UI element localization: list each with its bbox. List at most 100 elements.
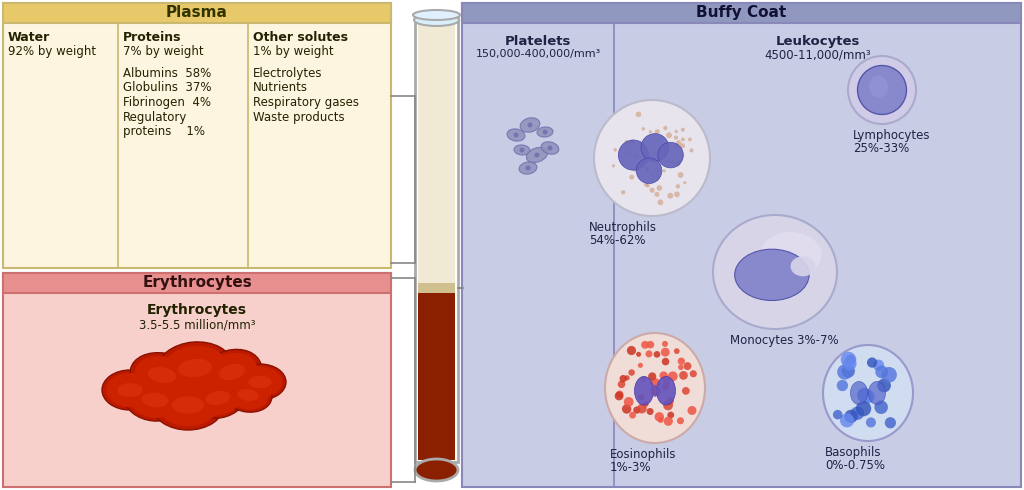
Circle shape xyxy=(674,348,680,354)
Circle shape xyxy=(643,401,648,407)
Circle shape xyxy=(845,410,858,423)
Circle shape xyxy=(625,151,629,154)
Ellipse shape xyxy=(195,381,242,415)
Circle shape xyxy=(649,130,652,133)
Circle shape xyxy=(651,386,662,396)
Circle shape xyxy=(678,172,684,178)
Circle shape xyxy=(641,376,646,382)
Circle shape xyxy=(657,417,664,423)
Circle shape xyxy=(548,146,553,150)
Ellipse shape xyxy=(141,392,169,407)
Bar xyxy=(462,3,1021,487)
Ellipse shape xyxy=(238,389,259,401)
Circle shape xyxy=(681,127,685,132)
Ellipse shape xyxy=(635,376,653,405)
Circle shape xyxy=(653,351,660,358)
Text: Erythrocytes: Erythrocytes xyxy=(142,275,252,291)
Circle shape xyxy=(678,365,684,370)
Circle shape xyxy=(679,371,688,380)
Circle shape xyxy=(513,132,518,138)
Circle shape xyxy=(656,174,659,178)
Circle shape xyxy=(687,406,696,415)
Text: Monocytes 3%-7%: Monocytes 3%-7% xyxy=(730,334,839,347)
Text: 54%-62%: 54%-62% xyxy=(589,234,645,247)
Circle shape xyxy=(681,138,685,142)
Circle shape xyxy=(617,381,626,388)
Text: Waste products: Waste products xyxy=(253,111,345,123)
Circle shape xyxy=(649,172,653,175)
Circle shape xyxy=(646,184,650,188)
Circle shape xyxy=(615,391,624,398)
Ellipse shape xyxy=(594,100,710,216)
Ellipse shape xyxy=(791,256,815,276)
Ellipse shape xyxy=(106,373,154,407)
Text: 0%-0.75%: 0%-0.75% xyxy=(825,459,885,472)
Ellipse shape xyxy=(414,14,459,26)
Circle shape xyxy=(676,140,681,145)
Circle shape xyxy=(878,379,891,392)
Ellipse shape xyxy=(172,396,204,414)
Circle shape xyxy=(671,160,675,163)
Circle shape xyxy=(668,412,674,418)
Circle shape xyxy=(645,167,649,171)
Ellipse shape xyxy=(147,367,176,383)
Ellipse shape xyxy=(760,232,821,278)
Ellipse shape xyxy=(234,364,286,400)
Circle shape xyxy=(677,417,684,424)
Circle shape xyxy=(648,372,656,381)
Circle shape xyxy=(650,378,660,388)
Ellipse shape xyxy=(248,376,271,388)
Text: Basophils: Basophils xyxy=(825,446,882,459)
Ellipse shape xyxy=(526,147,548,163)
Circle shape xyxy=(882,367,897,383)
Circle shape xyxy=(857,388,872,403)
Circle shape xyxy=(648,156,653,162)
Circle shape xyxy=(676,184,680,189)
Circle shape xyxy=(838,365,853,380)
Ellipse shape xyxy=(851,382,867,405)
Circle shape xyxy=(646,408,653,415)
Circle shape xyxy=(645,350,652,357)
Text: Regulatory: Regulatory xyxy=(123,111,187,123)
Text: Buffy Coat: Buffy Coat xyxy=(696,5,786,21)
Circle shape xyxy=(636,112,641,117)
Circle shape xyxy=(641,134,669,162)
Ellipse shape xyxy=(413,10,460,20)
Ellipse shape xyxy=(415,459,458,481)
Circle shape xyxy=(629,174,634,180)
Circle shape xyxy=(664,416,673,426)
Circle shape xyxy=(649,188,654,193)
Circle shape xyxy=(631,139,634,143)
Ellipse shape xyxy=(157,342,232,394)
Text: Respiratory gases: Respiratory gases xyxy=(253,96,359,109)
Circle shape xyxy=(683,181,686,184)
Circle shape xyxy=(668,371,678,381)
Text: Fibrinogen  4%: Fibrinogen 4% xyxy=(123,96,211,109)
Text: 4500-11,000/mm³: 4500-11,000/mm³ xyxy=(764,49,870,62)
Circle shape xyxy=(629,369,635,376)
Circle shape xyxy=(861,390,874,404)
Circle shape xyxy=(856,401,871,416)
Circle shape xyxy=(675,130,678,133)
Circle shape xyxy=(678,358,685,365)
Ellipse shape xyxy=(102,370,158,410)
Text: Globulins  37%: Globulins 37% xyxy=(123,81,212,95)
Circle shape xyxy=(674,143,679,148)
Text: Other solutes: Other solutes xyxy=(253,31,348,44)
Ellipse shape xyxy=(238,367,282,397)
Bar xyxy=(3,3,391,268)
Ellipse shape xyxy=(520,118,540,132)
Circle shape xyxy=(656,159,660,162)
Text: 1% by weight: 1% by weight xyxy=(253,45,334,58)
Circle shape xyxy=(654,412,664,421)
Circle shape xyxy=(675,161,680,167)
Circle shape xyxy=(662,147,667,153)
Ellipse shape xyxy=(163,346,227,390)
Ellipse shape xyxy=(519,162,537,174)
Circle shape xyxy=(656,185,663,191)
Circle shape xyxy=(664,400,673,410)
Circle shape xyxy=(690,370,697,377)
Ellipse shape xyxy=(541,142,559,154)
Circle shape xyxy=(662,383,670,391)
Ellipse shape xyxy=(869,75,888,98)
